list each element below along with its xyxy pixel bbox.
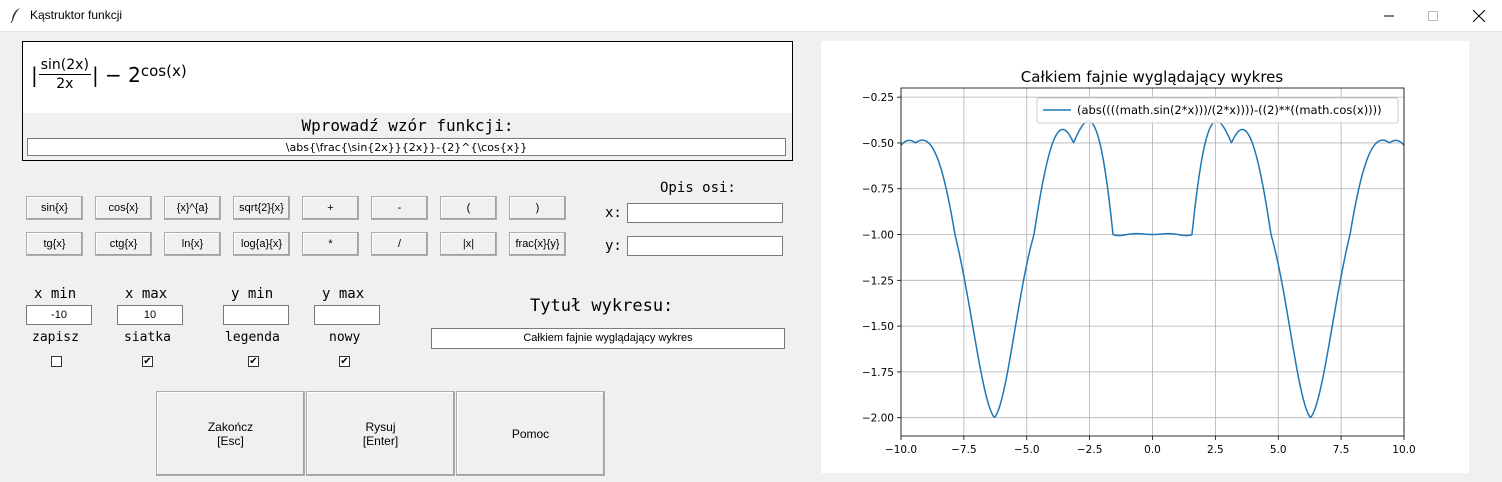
quit-button[interactable]: Zakończ [Esc] <box>156 391 305 476</box>
axis-y-label: y: <box>605 238 622 254</box>
formula-prompt: Wprowadź wzór funkcji: <box>301 116 514 135</box>
draw-shortcut: [Enter] <box>362 433 399 448</box>
legenda-checkbox[interactable]: ✔ <box>248 356 259 367</box>
quit-shortcut: [Esc] <box>217 433 244 448</box>
ymax-label: y max <box>322 286 365 302</box>
formula-exponent: cos(x) <box>140 61 187 80</box>
series-line <box>900 120 1405 418</box>
btn-frac[interactable]: frac{x}{y} <box>509 232 566 256</box>
btn-plus[interactable]: + <box>302 196 359 220</box>
siatka-checkbox[interactable]: ✔ <box>142 356 153 367</box>
chart-title: Całkiem fajnie wyglądający wykres <box>1021 68 1284 86</box>
btn-minus[interactable]: - <box>371 196 428 220</box>
y-tick-label: −0.50 <box>862 138 894 150</box>
axis-x-input[interactable] <box>627 203 783 223</box>
btn-paren-open[interactable]: ( <box>440 196 497 220</box>
formula-tail: | − 2 <box>91 62 141 87</box>
y-tick-label: −0.25 <box>862 92 894 104</box>
legend-label: (abs((((math.sin(2*x)))/(2*x))))-((2)**(… <box>1077 103 1382 117</box>
axis-header: Opis osi: <box>660 180 736 196</box>
y-tick-label: −1.75 <box>862 367 894 379</box>
maximize-button[interactable] <box>1410 0 1456 31</box>
formula-fraction: sin(2x) 2x <box>38 56 91 93</box>
x-tick-label: −10.0 <box>885 444 917 456</box>
title-bar: Kąstruktor funkcji <box>0 0 1502 32</box>
xmin-input[interactable]: -10 <box>26 305 92 325</box>
btn-divide[interactable]: / <box>371 232 428 256</box>
zapisz-checkbox[interactable] <box>51 356 62 367</box>
btn-multiply[interactable]: * <box>302 232 359 256</box>
xmax-label: x max <box>125 286 168 302</box>
ymin-input[interactable] <box>223 305 289 325</box>
legend: (abs((((math.sin(2*x)))/(2*x))))-((2)**(… <box>1036 97 1399 124</box>
btn-ctg[interactable]: ctg{x} <box>95 232 152 256</box>
fraction-numerator: sin(2x) <box>38 57 91 75</box>
close-button[interactable] <box>1456 0 1502 31</box>
draw-button[interactable]: Rysuj [Enter] <box>306 391 455 476</box>
btn-sqrt[interactable]: sqrt{2}{x} <box>233 196 290 220</box>
x-tick-label: 5.0 <box>1270 444 1287 456</box>
x-tick-label: −7.5 <box>951 444 977 456</box>
maximize-icon <box>1428 10 1438 21</box>
y-tick-label: −1.25 <box>862 275 894 287</box>
formula-abs-open: | <box>31 62 38 87</box>
btn-sin[interactable]: sin{x} <box>26 196 83 220</box>
btn-log[interactable]: log{a}{x} <box>233 232 290 256</box>
btn-paren-close[interactable]: ) <box>509 196 566 220</box>
function-chart: −10.0 −7.5 −5.0 −2.5 0.0 2.5 5.0 7.5 10.0 −0.25 −0… <box>862 68 1416 456</box>
help-label: Pomoc <box>511 426 550 441</box>
legenda-label: legenda <box>225 330 280 345</box>
help-button[interactable]: Pomoc <box>456 391 605 476</box>
x-tick-label: 2.5 <box>1207 444 1224 456</box>
minimize-icon <box>1384 15 1394 16</box>
x-tick-label: −5.0 <box>1014 444 1040 456</box>
plot-panel: −10.0 −7.5 −5.0 −2.5 0.0 2.5 5.0 7.5 10.0 −0.25 −0… <box>821 41 1469 473</box>
fraction-denominator: 2x <box>56 76 74 92</box>
y-tick-label: −2.00 <box>862 413 894 425</box>
btn-ln[interactable]: ln{x} <box>164 232 221 256</box>
draw-label: Rysuj <box>365 419 396 434</box>
ymin-label: y min <box>231 286 274 302</box>
siatka-label: siatka <box>124 330 171 345</box>
x-tick-label: 0.0 <box>1144 444 1161 456</box>
formula-render: | sin(2x) 2x | − 2 cos(x) <box>31 56 187 93</box>
btn-cos[interactable]: cos{x} <box>95 196 152 220</box>
plot-title-input[interactable]: Całkiem fajnie wyglądający wykres <box>431 328 785 349</box>
nowy-checkbox[interactable]: ✔ <box>339 356 350 367</box>
btn-power[interactable]: {x}^{a} <box>164 196 221 220</box>
btn-abs[interactable]: |x| <box>440 232 497 256</box>
xmin-label: x min <box>34 286 77 302</box>
formula-input[interactable]: \abs{\frac{\sin{2x}}{2x}}-{2}^{\cos{x}} <box>27 138 786 156</box>
nowy-label: nowy <box>329 330 361 345</box>
axis-x-label: x: <box>605 205 622 221</box>
x-tick-label: 7.5 <box>1333 444 1350 456</box>
minimize-button[interactable] <box>1366 0 1412 31</box>
close-icon <box>1473 9 1485 22</box>
quit-label: Zakończ <box>207 419 254 434</box>
x-tick-label: −2.5 <box>1077 444 1103 456</box>
formula-panel: | sin(2x) 2x | − 2 cos(x) Wprowadź wzór … <box>22 41 793 161</box>
zapisz-label: zapisz <box>32 330 79 345</box>
ymax-input[interactable] <box>314 305 380 325</box>
x-tick-label: 10.0 <box>1392 444 1415 456</box>
btn-tg[interactable]: tg{x} <box>26 232 83 256</box>
y-tick-label: −0.75 <box>862 184 894 196</box>
plot-title-label: Tytuł wykresu: <box>530 296 674 316</box>
feather-icon <box>10 8 20 23</box>
axis-y-input[interactable] <box>627 236 783 256</box>
window-title: Kąstruktor funkcji <box>30 8 123 22</box>
xmax-input[interactable]: 10 <box>117 305 183 325</box>
y-tick-label: −1.50 <box>862 321 894 333</box>
formula-preview: | sin(2x) 2x | − 2 cos(x) <box>23 42 792 113</box>
y-tick-label: −1.00 <box>862 230 894 242</box>
